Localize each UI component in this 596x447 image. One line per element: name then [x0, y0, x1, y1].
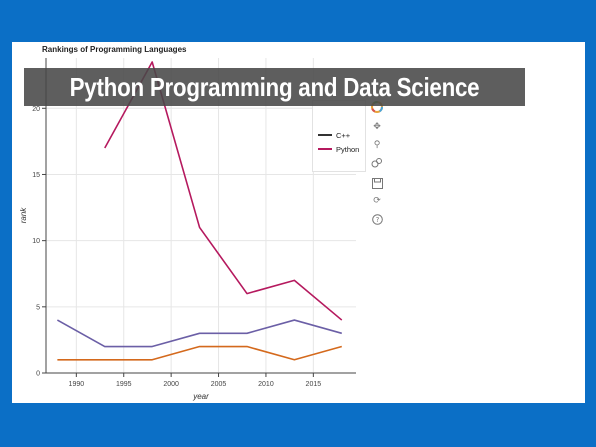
y-tick-label: 10	[32, 238, 40, 245]
help-icon[interactable]: ?	[370, 212, 384, 226]
series-line-0	[56, 319, 342, 348]
x-tick-label: 2000	[163, 381, 179, 388]
title-banner: Python Programming and Data Science	[24, 68, 525, 106]
wheel-zoom-icon[interactable]	[370, 156, 384, 170]
axes	[42, 58, 356, 377]
y-tick-label: 20	[32, 106, 40, 113]
legend-label-python: Python	[336, 144, 360, 154]
y-tick-label: 15	[32, 172, 40, 179]
x-tick-label: 1990	[69, 381, 85, 388]
save-icon[interactable]	[370, 176, 384, 190]
legend-swatch-cpp	[318, 134, 332, 136]
series-line-1	[57, 345, 342, 361]
banner-text: Python Programming and Data Science	[69, 71, 480, 102]
y-axis-title: rank	[19, 207, 28, 224]
legend-label-cpp: C++	[336, 130, 351, 140]
x-tick-label: 2015	[306, 381, 322, 388]
svg-text:?: ?	[375, 216, 379, 224]
x-axis-title: year	[192, 392, 209, 401]
legend: C++ Python	[312, 100, 366, 172]
chart-toolbar: ✥ ⚲ ⟳ ?	[370, 100, 386, 230]
zoom-icon[interactable]: ⚲	[373, 140, 381, 150]
chart-title: Rankings of Programming Languages	[42, 45, 187, 54]
axis-labels: 1990 1995 2000 2005 2010 2015 0 5 10 15 20 year rank	[19, 106, 321, 401]
x-tick-label: 2005	[211, 381, 227, 388]
line-chart: 1990 1995 2000 2005 2010 2015 0 5 10 15 20 year rank	[19, 58, 356, 401]
legend-item-python: Python	[318, 144, 359, 154]
legend-swatch-python	[318, 148, 332, 150]
y-tick-label: 5	[36, 304, 40, 311]
pan-icon[interactable]: ✥	[373, 122, 381, 132]
legend-item-cpp: C++	[318, 130, 350, 140]
series-lines	[56, 61, 343, 361]
y-tick-label: 0	[36, 371, 40, 378]
x-tick-label: 2010	[258, 381, 274, 388]
reset-icon[interactable]: ⟳	[373, 196, 381, 206]
x-tick-label: 1995	[116, 381, 132, 388]
